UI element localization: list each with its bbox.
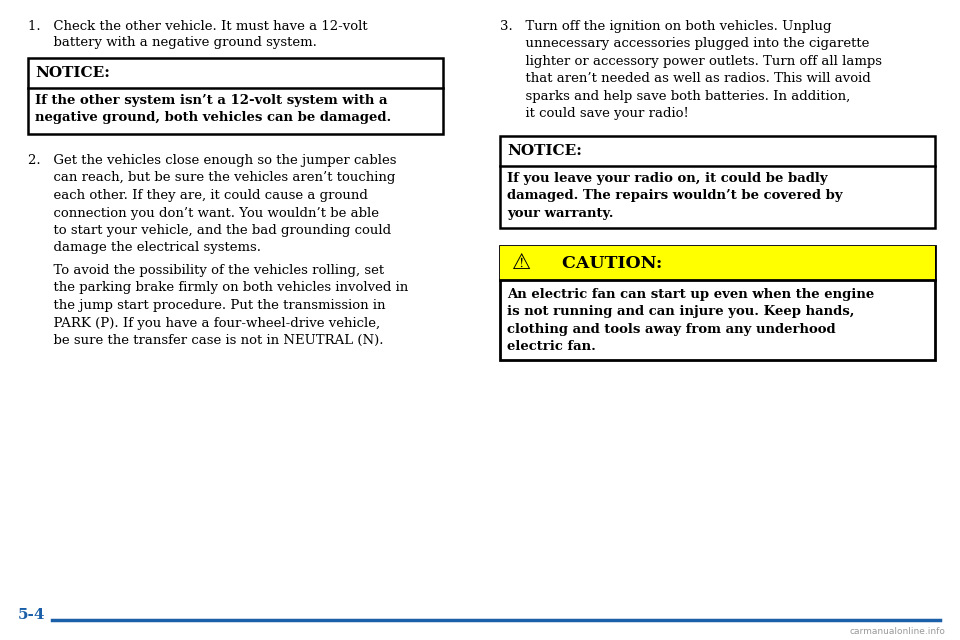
Text: NOTICE:: NOTICE: [35, 66, 109, 80]
Bar [28, 58, 443, 134]
Text: An electric fan can start up even when the engine
is not running and can injure : An electric fan can start up even when t… [507, 288, 875, 353]
Text: 5-4: 5-4 [18, 608, 45, 622]
Bar [500, 136, 935, 228]
Text: 2.   Get the vehicles close enough so the jumper cables
      can reach, but be : 2. Get the vehicles close enough so the … [28, 154, 396, 255]
Text: 3.   Turn off the ignition on both vehicles. Unplug
      unnecessary accessorie: 3. Turn off the ignition on both vehicle… [500, 20, 882, 120]
Text: ⚠: ⚠ [512, 253, 531, 273]
Text: carmanualonline.info: carmanualonline.info [850, 627, 945, 636]
Text: If you leave your radio on, it could be badly
damaged. The repairs wouldn’t be c: If you leave your radio on, it could be … [507, 172, 843, 220]
Text: CAUTION:: CAUTION: [550, 255, 662, 271]
Bar [500, 246, 935, 280]
Bar [500, 246, 935, 360]
Text: To avoid the possibility of the vehicles rolling, set
      the parking brake fi: To avoid the possibility of the vehicles… [28, 264, 408, 347]
Text: battery with a negative ground system.: battery with a negative ground system. [28, 36, 317, 49]
Text: 1.   Check the other vehicle. It must have a 12-volt: 1. Check the other vehicle. It must have… [28, 20, 368, 33]
Text: If the other system isn’t a 12-volt system with a
negative ground, both vehicles: If the other system isn’t a 12-volt syst… [35, 94, 392, 125]
Text: NOTICE:: NOTICE: [507, 144, 582, 158]
